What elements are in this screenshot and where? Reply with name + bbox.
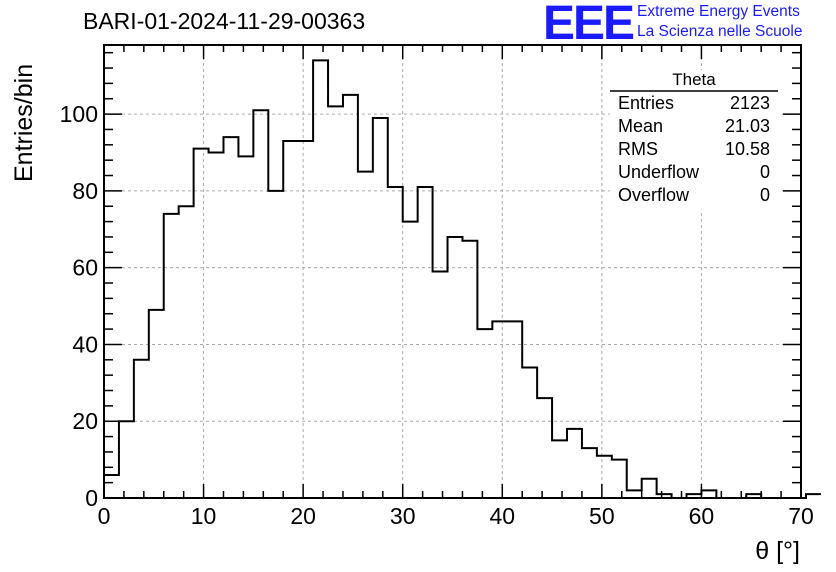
x-axis-label: θ [°]	[755, 537, 800, 565]
plot-frame	[103, 44, 802, 499]
x-tick-label: 40	[489, 503, 515, 529]
stat-value: 0	[759, 162, 770, 182]
stats-box	[610, 70, 780, 210]
logo-caption: Extreme Energy Events La Scienza nelle S…	[637, 2, 802, 42]
x-tick-label: 0	[98, 503, 111, 529]
x-tick-labels: 0 10 20 30 40 50 60 70	[98, 503, 814, 529]
axis-ticks	[103, 45, 802, 499]
y-tick-label: 80	[72, 178, 98, 204]
x-tick-label: 50	[589, 503, 615, 529]
stat-key: RMS	[618, 139, 658, 159]
stats-name: Theta	[672, 70, 716, 89]
grid-lines	[104, 45, 801, 498]
x-tick-label: 10	[191, 503, 217, 529]
stat-value: 10.58	[724, 139, 770, 159]
x-tick-label: 70	[788, 503, 814, 529]
y-tick-label: 20	[72, 408, 98, 434]
y-tick-labels: 0 20 40 60 80 100	[60, 101, 98, 511]
y-tick-label: 0	[85, 485, 98, 511]
x-tick-label: 30	[390, 503, 416, 529]
y-axis-label: Entries/bin	[10, 64, 38, 182]
y-tick-label: 100	[60, 101, 98, 127]
eee-logo: EEE	[543, 0, 635, 50]
x-tick-label: 20	[290, 503, 316, 529]
stat-value: 0	[759, 185, 770, 205]
stat-key: Mean	[618, 116, 664, 136]
x-tick-label: 60	[689, 503, 715, 529]
y-tick-label: 40	[72, 331, 98, 357]
stat-value: 21.03	[724, 116, 770, 136]
run-title: BARI-01-2024-11-29-00363	[83, 8, 366, 34]
y-tick-label: 60	[72, 255, 98, 281]
logo-line-1: Extreme Energy Events	[637, 3, 800, 20]
logo-line-2: La Scienza nelle Scuole	[637, 23, 803, 40]
stat-key: Overflow	[618, 185, 690, 205]
stat-value: 2123	[729, 93, 770, 113]
stat-key: Entries	[618, 93, 675, 113]
stat-key: Underflow	[618, 162, 700, 182]
